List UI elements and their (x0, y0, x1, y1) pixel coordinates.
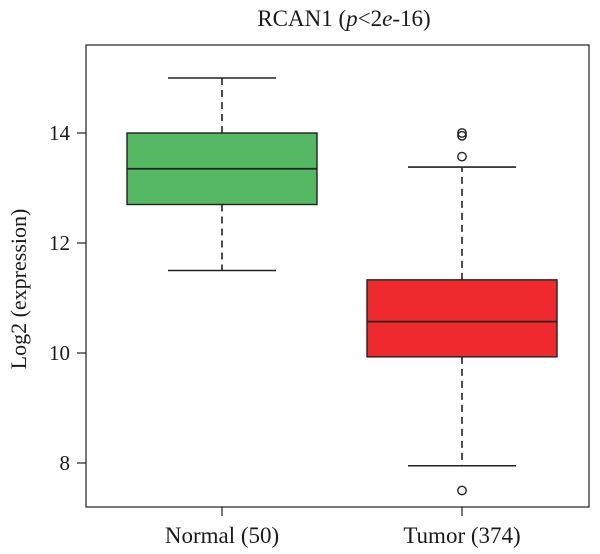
box-2 (366, 279, 558, 358)
y-tick-label-14: 14 (49, 121, 71, 145)
y-axis: 8 10 12 14 (49, 121, 86, 475)
chart-title-lt: <2 (358, 6, 382, 31)
chart-title-exp: -16 (392, 6, 423, 31)
outlier-point-2-4 (457, 485, 467, 496)
x-category-label-1: Normal (50) (165, 523, 279, 548)
chart-title-e: e (382, 6, 392, 31)
y-tick-label-12: 12 (49, 231, 70, 255)
boxes (126, 77, 558, 496)
outlier-point-2-1 (457, 151, 467, 162)
chart-title-p: p (344, 6, 358, 31)
outlier-point-2-3 (457, 128, 467, 138)
box-group-2 (366, 128, 558, 496)
y-axis-label: Log2 (expression) (6, 209, 31, 370)
box-group-1 (126, 77, 318, 272)
chart-title: RCAN1 (p<2e-16) (257, 6, 430, 31)
plot-frame (85, 44, 590, 508)
x-category-label-2: Tumor (374) (403, 523, 520, 548)
chart-title-gene: RCAN1 (257, 6, 332, 31)
y-tick-label-10: 10 (49, 341, 70, 365)
x-axis: Normal (50) Tumor (374) (165, 507, 521, 548)
outlier-point-2-2 (457, 130, 467, 141)
y-tick-label-8: 8 (60, 451, 71, 475)
